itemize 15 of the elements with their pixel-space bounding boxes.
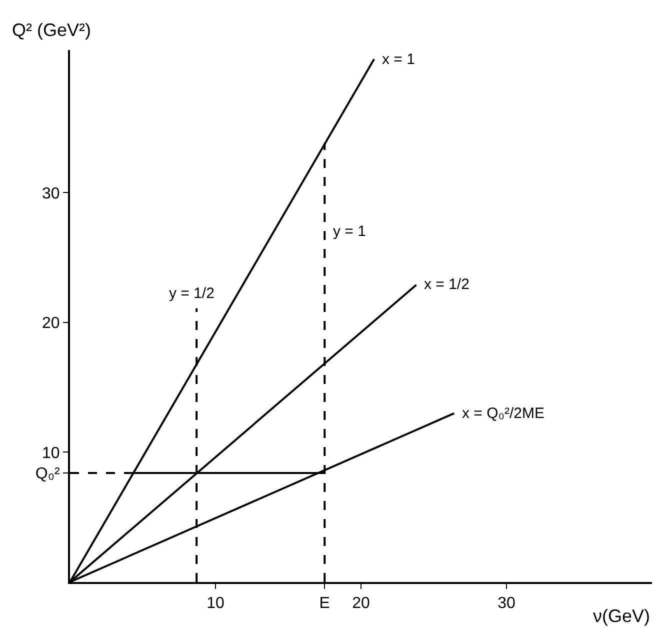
annotation: x = Q₀²/2ME: [462, 405, 544, 422]
y-tick-label: 20: [42, 315, 60, 332]
x-tick-label: 10: [206, 595, 224, 612]
annotation: y = 1/2: [169, 285, 214, 302]
y-axis-title: Q² (GeV²): [12, 20, 91, 40]
x-tick-label: 20: [352, 595, 370, 612]
annotation: x = 1/2: [424, 276, 470, 293]
x-axis-title: ν(GeV): [593, 606, 650, 626]
x-tick-label: E: [319, 595, 330, 612]
y-tick-label: 10: [42, 444, 60, 462]
y-tick-label: 30: [42, 185, 60, 202]
x-tick-label: 30: [498, 595, 516, 612]
y-tick-label: Q₀²: [35, 466, 60, 483]
annotation: x = 1: [382, 51, 415, 68]
annotation: y = 1: [333, 223, 366, 240]
